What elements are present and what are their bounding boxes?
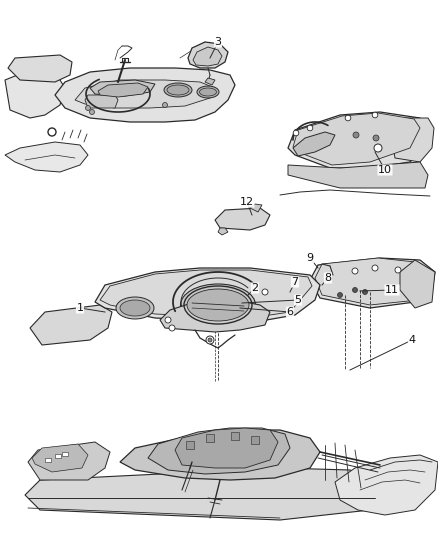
Polygon shape [25, 468, 379, 520]
Circle shape [307, 125, 312, 131]
Circle shape [208, 338, 212, 342]
Ellipse shape [164, 83, 191, 97]
Polygon shape [5, 142, 88, 172]
Polygon shape [218, 228, 227, 235]
Polygon shape [28, 442, 110, 480]
Polygon shape [75, 80, 215, 108]
Text: 3: 3 [214, 37, 221, 47]
Circle shape [352, 132, 358, 138]
Bar [45, 458, 51, 462]
Text: 5: 5 [294, 295, 301, 305]
Ellipse shape [199, 88, 216, 96]
Polygon shape [193, 47, 222, 66]
Text: 4: 4 [407, 335, 415, 345]
Circle shape [261, 289, 267, 295]
Bar [186, 441, 194, 449]
Polygon shape [5, 68, 65, 118]
Polygon shape [8, 55, 72, 82]
Polygon shape [95, 268, 319, 322]
Circle shape [205, 336, 213, 344]
Circle shape [352, 287, 357, 293]
Polygon shape [120, 430, 319, 480]
Circle shape [344, 115, 350, 121]
Polygon shape [314, 258, 427, 305]
Ellipse shape [116, 297, 154, 319]
Polygon shape [187, 42, 227, 68]
Polygon shape [175, 428, 277, 468]
Polygon shape [55, 68, 234, 122]
Text: 9: 9 [306, 253, 313, 263]
Polygon shape [287, 162, 427, 188]
Polygon shape [30, 305, 112, 345]
Ellipse shape [197, 86, 219, 98]
Circle shape [89, 109, 94, 115]
Circle shape [373, 144, 381, 152]
Polygon shape [215, 208, 269, 230]
Polygon shape [159, 300, 269, 332]
Bar [55, 454, 61, 458]
Text: 1: 1 [76, 303, 83, 313]
Text: 2: 2 [251, 283, 258, 293]
Ellipse shape [120, 300, 150, 316]
Bar [62, 452, 68, 456]
Circle shape [165, 317, 171, 323]
Text: 10: 10 [377, 165, 391, 175]
Polygon shape [389, 118, 433, 162]
Circle shape [371, 112, 377, 118]
Circle shape [162, 102, 167, 108]
Polygon shape [90, 80, 155, 96]
Text: 8: 8 [324, 273, 331, 283]
Circle shape [251, 285, 258, 291]
Circle shape [394, 267, 400, 273]
Polygon shape [148, 428, 290, 474]
Polygon shape [309, 258, 434, 308]
Text: 7: 7 [291, 277, 298, 287]
Polygon shape [85, 95, 118, 108]
Circle shape [293, 130, 298, 136]
Circle shape [351, 268, 357, 274]
Ellipse shape [187, 289, 248, 321]
Circle shape [372, 135, 378, 141]
Circle shape [48, 128, 56, 136]
Ellipse shape [180, 284, 255, 326]
Text: 12: 12 [240, 197, 254, 207]
Text: 6: 6 [286, 307, 293, 317]
Ellipse shape [166, 85, 189, 95]
Circle shape [371, 265, 377, 271]
Bar [205, 434, 213, 442]
Circle shape [337, 293, 342, 297]
Polygon shape [399, 260, 434, 308]
Polygon shape [334, 455, 437, 515]
Text: 11: 11 [384, 285, 398, 295]
Bar [230, 432, 238, 440]
Polygon shape [287, 112, 427, 168]
Circle shape [169, 325, 175, 331]
Polygon shape [249, 204, 261, 212]
Polygon shape [205, 78, 215, 85]
Circle shape [362, 289, 367, 295]
Polygon shape [292, 113, 419, 165]
Circle shape [85, 106, 90, 110]
Polygon shape [100, 270, 311, 318]
Polygon shape [292, 132, 334, 156]
Polygon shape [32, 444, 88, 472]
Polygon shape [98, 83, 148, 97]
Bar [251, 436, 258, 444]
